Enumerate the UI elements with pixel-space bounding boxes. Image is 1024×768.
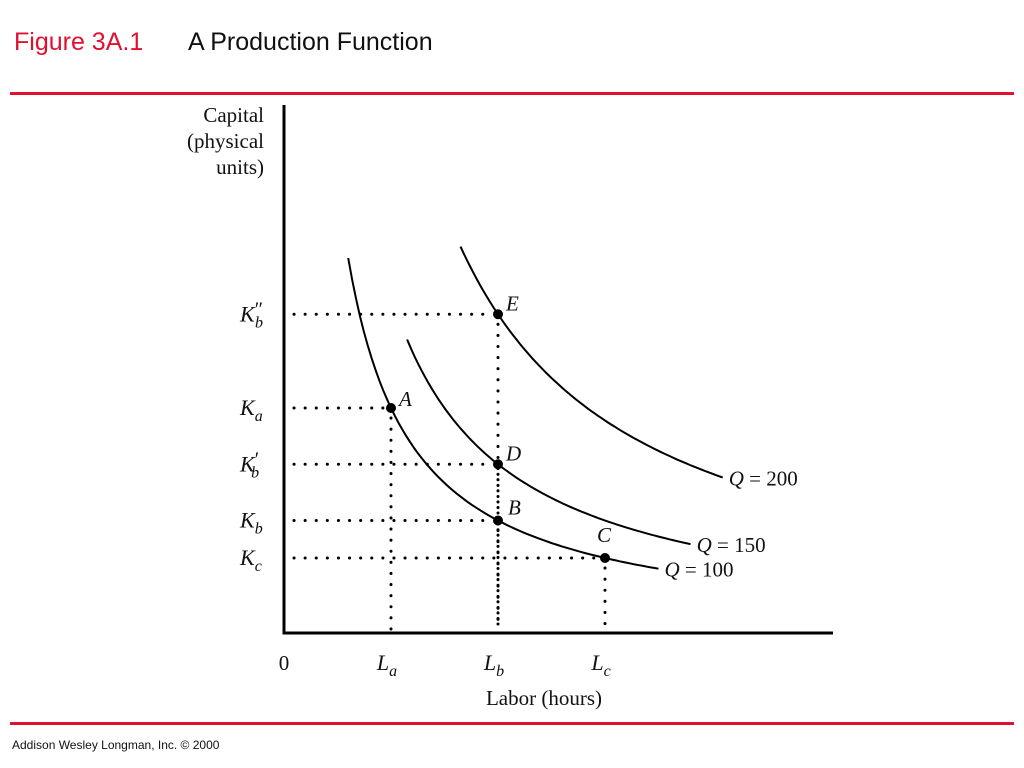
origin-label: 0 [279, 651, 290, 675]
y-tick-label-2: Kb [239, 508, 263, 538]
x-tick-label-3: Lc [590, 650, 610, 680]
y-tick-label-4: Ka [239, 395, 263, 425]
point-b [493, 515, 503, 526]
labeled-points: A B C D E [386, 291, 612, 563]
isoquant-curve-2 [406, 339, 691, 546]
point-label-a: A [397, 387, 412, 411]
copyright-footer: Addison Wesley Longman, Inc. © 2000 [12, 738, 220, 752]
y-tick-label-1: Kc [239, 545, 262, 575]
x-tick-label-1: La [376, 650, 397, 680]
axes [282, 105, 833, 635]
point-label-b: B [508, 496, 521, 520]
figure-label: Figure 3A.1 [14, 28, 144, 56]
point-d [493, 459, 503, 470]
isoquant-label-2: Q = 150 [697, 533, 766, 557]
point-label-c: C [597, 523, 612, 547]
point-label-d: D [505, 441, 521, 465]
x-tick-label-2: Lb [483, 650, 504, 680]
bottom-divider [10, 722, 1014, 725]
point-e [493, 309, 503, 320]
point-c [600, 553, 610, 563]
y-tick-label-5: K″ b [239, 298, 263, 331]
isoquant-curve-3 [459, 246, 724, 479]
point-label-e: E [505, 291, 519, 315]
point-a [386, 403, 396, 413]
y-tick-label-3: K′ b [239, 448, 259, 481]
dotted-guides [292, 312, 607, 631]
isoquant-label-1: Q = 100 [665, 558, 734, 582]
y-axis-title: Capital (physical units) [187, 103, 264, 179]
top-divider [10, 92, 1014, 95]
x-axis-title: Labor (hours) [486, 686, 602, 710]
axis-labels: Capital (physical units) Kc Kb K′ b Ka K″ b La Lb Lc… [187, 103, 611, 710]
figure-title: A Production Function [188, 28, 433, 56]
isoquant-label-3: Q = 200 [729, 467, 798, 491]
